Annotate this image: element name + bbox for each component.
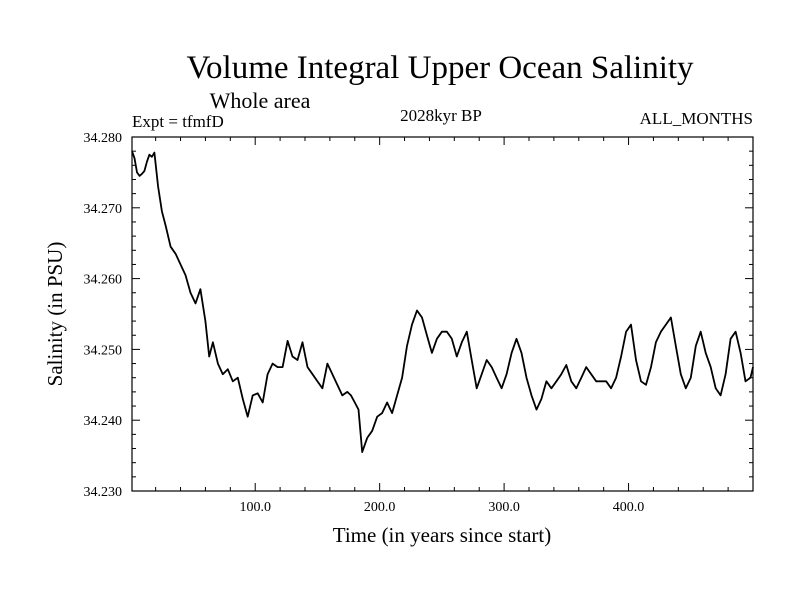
plot-frame: [131, 136, 754, 492]
chart-title: Volume Integral Upper Ocean Salinity: [186, 50, 694, 86]
period-label: 2028kyr BP: [400, 106, 482, 125]
y-axis: 34.230 34.240 34.250 34.260 34.270 34.280: [84, 131, 753, 500]
x-tick-label: 400.0: [613, 500, 645, 515]
y-tick-label: 34.240: [84, 414, 123, 429]
x-axis-label: Time (in years since start): [333, 523, 552, 547]
y-tick-label: 34.270: [84, 202, 123, 217]
experiment-label: Expt = tfmfD: [132, 112, 224, 131]
months-label: ALL_MONTHS: [640, 109, 753, 128]
x-axis: 100.0 200.0 300.0 400.0: [155, 137, 729, 515]
x-tick-label: 300.0: [488, 500, 520, 515]
salinity-series-line: [131, 150, 754, 453]
y-tick-label: 34.250: [84, 343, 123, 358]
chart-subtitle: Whole area: [210, 88, 311, 113]
x-tick-label: 100.0: [239, 500, 271, 515]
x-tick-label: 200.0: [364, 500, 396, 515]
y-tick-label: 34.280: [84, 131, 123, 146]
y-tick-label: 34.230: [84, 485, 123, 500]
y-tick-label: 34.260: [84, 273, 123, 288]
y-axis-label: Salinity (in PSU): [43, 242, 67, 387]
